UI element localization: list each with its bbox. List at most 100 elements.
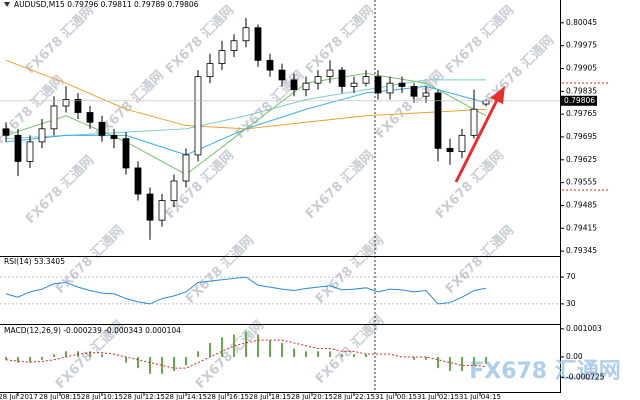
- x-tick-label: 28 Jul 18:15: [249, 393, 291, 400]
- y-tick-label: 0.79975: [566, 41, 597, 50]
- chart-title: AUDUSD,M15 0.79796 0.79811 0.79789 0.798…: [14, 0, 199, 9]
- x-tick-label: 28 Jul 08:15: [39, 393, 81, 400]
- y-tick-label: 0.80045: [566, 18, 597, 27]
- macd-bar: [149, 356, 151, 374]
- moving-average: [5, 79, 486, 140]
- macd-bar: [245, 331, 247, 357]
- y-tick-label: 0.79765: [566, 109, 597, 118]
- macd-bar: [125, 356, 127, 363]
- y-tick-label: 0.79345: [566, 246, 597, 255]
- candle-body: [314, 76, 322, 84]
- y-tick-label: 0.79555: [566, 178, 597, 187]
- macd-bar: [353, 354, 355, 357]
- macd-bar: [53, 354, 55, 357]
- rsi-line: [5, 276, 487, 305]
- candle-body: [242, 27, 250, 42]
- candle-body: [422, 92, 430, 97]
- candle-body: [362, 76, 370, 84]
- axis-border: [0, 392, 561, 393]
- x-tick-label: 28 Jul 2017: [0, 393, 38, 400]
- price-marker: [561, 95, 597, 106]
- macd-bar: [473, 356, 475, 366]
- x-tick-label: 28 Jul 14:15: [165, 393, 207, 400]
- macd-bar: [89, 351, 91, 357]
- macd-bar: [41, 356, 43, 360]
- y-tick-label: 0.79415: [566, 223, 597, 232]
- macd-bar: [305, 351, 307, 357]
- moving-average: [5, 85, 487, 156]
- macd-bar: [437, 356, 439, 369]
- x-tick-label: 31 Jul 00:15: [375, 393, 417, 400]
- y-tick-label: 30: [566, 299, 576, 308]
- candle-body: [206, 63, 214, 78]
- candle-body: [290, 79, 298, 91]
- candle-body: [350, 82, 358, 87]
- macd-bar: [425, 356, 427, 360]
- macd-bar: [269, 340, 271, 357]
- candle-body: [182, 154, 190, 182]
- x-tick-label: 28 Jul 20:15: [291, 393, 333, 400]
- macd-bar: [5, 356, 7, 360]
- candle-body: [458, 134, 466, 153]
- y-tick-label: 0.79625: [566, 155, 597, 164]
- macd-bar: [461, 356, 463, 371]
- candle-body: [278, 69, 286, 81]
- title-icon: [4, 2, 10, 7]
- macd-bar: [329, 351, 331, 357]
- candle-body: [98, 121, 106, 136]
- candle-body: [86, 112, 94, 123]
- y-tick-label: -0.000725: [566, 372, 605, 381]
- macd-bar: [173, 356, 175, 371]
- macd-bar: [413, 356, 415, 360]
- candle-body: [170, 180, 178, 201]
- y-tick-label: 0.00: [566, 352, 583, 361]
- price-label: 0.79806: [564, 96, 595, 105]
- candle-body: [374, 76, 382, 94]
- macd-bar: [293, 348, 295, 357]
- macd-bar: [185, 356, 187, 366]
- macd-bar: [449, 356, 451, 371]
- macd-bar: [341, 354, 343, 357]
- macd-bar: [209, 342, 211, 357]
- x-tick-label: 31 Jul 04:15: [459, 393, 501, 400]
- trend-arrow: [454, 97, 500, 183]
- y-tick-label: 0.79485: [566, 200, 597, 209]
- candle-body: [14, 134, 22, 162]
- macd-bar: [317, 351, 319, 357]
- x-tick-label: 28 Jul 12:15: [123, 393, 165, 400]
- x-tick-label: 28 Jul 10:15: [81, 393, 123, 400]
- macd-bar: [365, 354, 367, 357]
- candle-body: [434, 92, 442, 149]
- macd-bar: [137, 356, 139, 369]
- candle-body: [230, 40, 238, 51]
- candle-body: [302, 82, 310, 91]
- candle-body: [218, 50, 226, 64]
- candle-body: [122, 138, 130, 169]
- x-tick-label: 28 Jul 22:15: [333, 393, 375, 400]
- panel-border: [0, 256, 560, 257]
- candle-body: [74, 99, 82, 113]
- macd-bar: [257, 334, 259, 357]
- y-tick-label: 0.79905: [566, 63, 597, 72]
- macd-bar: [233, 334, 235, 357]
- macd-bar: [221, 337, 223, 357]
- candle-body: [2, 128, 10, 136]
- macd-bar: [197, 351, 199, 357]
- candle-body: [386, 82, 394, 94]
- signal-line: [5, 339, 487, 369]
- candle-body: [146, 193, 154, 221]
- candle-body: [254, 27, 262, 61]
- logo: FX678 汇通网: [469, 359, 621, 384]
- y-tick-label: 0.001003: [566, 324, 602, 333]
- macd-bar: [29, 356, 31, 363]
- y-tick-label: 0.79835: [566, 86, 597, 95]
- candle-body: [110, 134, 118, 139]
- candle-body: [38, 128, 46, 143]
- y-tick-label: 70: [566, 272, 576, 281]
- x-tick-label: 31 Jul 02:15: [417, 393, 459, 400]
- macd-bar: [485, 356, 487, 364]
- macd-bar: [161, 356, 163, 374]
- candle-body: [62, 99, 70, 107]
- candle-body: [410, 86, 418, 97]
